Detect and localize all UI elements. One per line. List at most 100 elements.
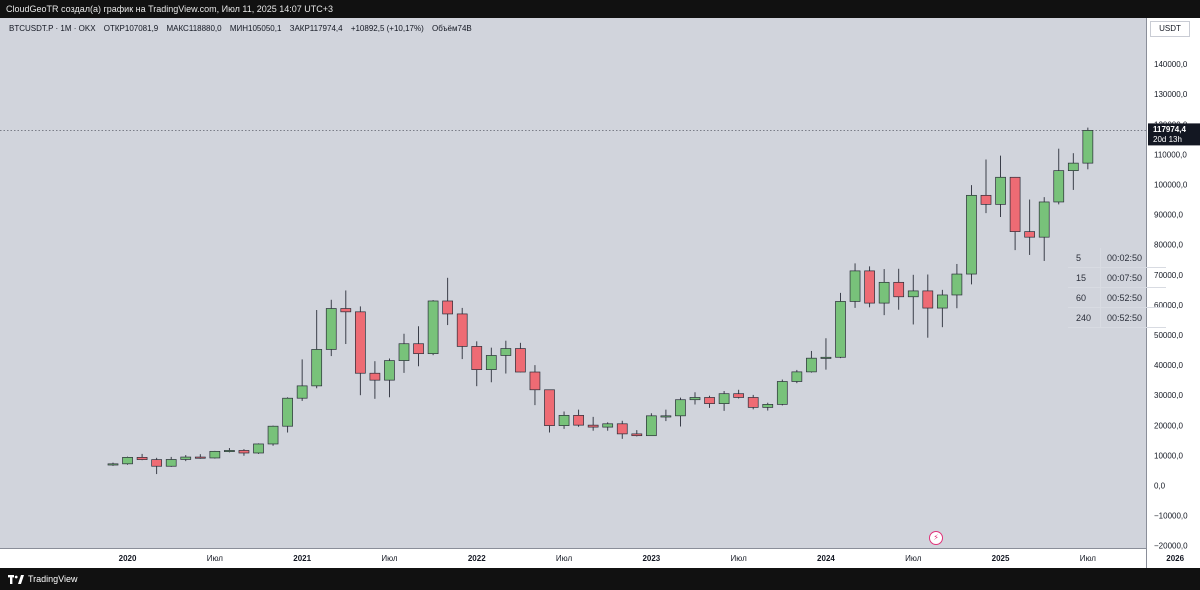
candle-up[interactable]	[936, 294, 948, 309]
candle-down[interactable]	[194, 456, 206, 459]
candle-down[interactable]	[136, 457, 148, 460]
last-price-badge[interactable]	[1148, 123, 1200, 146]
price-scale-panel[interactable]	[1146, 18, 1200, 568]
plot-area[interactable]	[0, 18, 1146, 548]
candle-up[interactable]	[122, 457, 133, 465]
candle-up[interactable]	[675, 399, 686, 417]
timer-countdown: 00:52:50	[1100, 307, 1166, 328]
timer-row: 240 00:52:50	[1068, 307, 1166, 328]
candle-up[interactable]	[209, 450, 221, 459]
time-scale-panel[interactable]	[0, 548, 1146, 568]
x-tick-label: Июл	[556, 554, 573, 563]
candle-up[interactable]	[1067, 162, 1079, 172]
candle-up[interactable]	[311, 349, 323, 387]
candle-down[interactable]	[704, 397, 715, 404]
candle-down[interactable]	[587, 424, 599, 428]
currency-button[interactable]: USDT	[1150, 21, 1190, 37]
x-tick-label: 2024	[817, 554, 835, 563]
candle-down[interactable]	[544, 389, 555, 426]
candle-up[interactable]	[296, 385, 308, 399]
candle-up[interactable]	[762, 404, 774, 408]
candle-up[interactable]	[558, 415, 570, 426]
candle-up[interactable]	[398, 343, 410, 361]
candle-up[interactable]	[878, 281, 890, 304]
tradingview-logo-icon	[8, 574, 24, 584]
candle-down[interactable]	[1024, 231, 1036, 238]
candle-down[interactable]	[573, 415, 584, 426]
candle-up[interactable]	[165, 459, 177, 467]
candle-up[interactable]	[907, 290, 919, 298]
candle-down[interactable]	[864, 270, 875, 304]
candle-up[interactable]	[660, 415, 672, 418]
candle-down[interactable]	[616, 423, 628, 435]
candle-down[interactable]	[355, 311, 366, 374]
candle-up[interactable]	[1082, 130, 1094, 164]
candle-up[interactable]	[835, 301, 846, 358]
x-tick-label: Июл	[207, 554, 224, 563]
low-value: МИН105050,1	[229, 24, 282, 33]
high-value: МАКС118880,0	[166, 24, 222, 33]
candle-up[interactable]	[1038, 201, 1050, 238]
candle-down[interactable]	[631, 433, 643, 437]
candle-down[interactable]	[1009, 176, 1021, 232]
x-tick-label: Июл	[905, 554, 922, 563]
candle-up[interactable]	[776, 381, 788, 405]
flash-icon[interactable]: ⚡	[929, 531, 943, 545]
y-tick-label: 60000,0	[1154, 301, 1183, 310]
x-tick-label: 2022	[468, 554, 486, 563]
timer-timeframe: 240	[1076, 312, 1092, 323]
x-tick-label: 2023	[642, 554, 660, 563]
candle-down[interactable]	[733, 393, 745, 398]
candle-up[interactable]	[995, 176, 1006, 205]
y-tick-label: −20000,0	[1154, 542, 1188, 551]
x-tick-label: Июл	[1080, 554, 1097, 563]
candlestick-chart[interactable]: 140000,0130000,0120000,0110000,0100000,0…	[0, 18, 1200, 568]
candle-up[interactable]	[602, 423, 614, 428]
candle-down[interactable]	[515, 348, 526, 373]
candle-up[interactable]	[689, 397, 701, 401]
candle-up[interactable]	[427, 300, 439, 355]
candle-down[interactable]	[413, 343, 424, 355]
x-tick-label: Июл	[381, 554, 398, 563]
candle-up[interactable]	[325, 308, 337, 350]
timer-countdown: 00:02:50	[1100, 247, 1166, 268]
candle-down[interactable]	[922, 290, 934, 309]
last-price-label: 117974,4	[1153, 125, 1186, 134]
y-tick-label: −10000,0	[1154, 512, 1188, 521]
x-tick-label: 2025	[992, 554, 1010, 563]
symbol-name[interactable]: BTCUSDT.P · 1M · OKX	[9, 24, 96, 33]
candle-down[interactable]	[442, 300, 453, 315]
candle-up[interactable]	[966, 194, 977, 275]
candle-down[interactable]	[369, 372, 381, 381]
candle-down[interactable]	[980, 194, 992, 205]
candle-up[interactable]	[820, 356, 832, 359]
candle-up[interactable]	[718, 393, 730, 404]
candle-down[interactable]	[893, 281, 905, 298]
candle-up[interactable]	[282, 397, 293, 427]
candle-up[interactable]	[180, 456, 192, 460]
candle-down[interactable]	[340, 308, 352, 313]
candle-up[interactable]	[849, 270, 861, 302]
symbol-legend: BTCUSDT.P · 1M · OKX ОТКР107081,9 МАКС11…	[9, 24, 478, 33]
x-tick-label: 2020	[119, 554, 137, 563]
candle-up[interactable]	[500, 348, 512, 356]
candle-up[interactable]	[384, 360, 395, 381]
candle-up[interactable]	[253, 443, 264, 454]
candle-up[interactable]	[951, 273, 963, 296]
candle-up[interactable]	[806, 357, 817, 373]
candle-down[interactable]	[471, 346, 483, 370]
candle-down[interactable]	[747, 397, 759, 408]
candle-up[interactable]	[267, 425, 279, 445]
change-value: +10892,5 (+10,17%)	[350, 24, 424, 33]
candle-up[interactable]	[107, 463, 119, 466]
candle-down[interactable]	[238, 450, 250, 454]
candle-up[interactable]	[791, 371, 803, 382]
candle-up[interactable]	[1053, 170, 1065, 203]
candle-down[interactable]	[456, 313, 468, 347]
candle-up[interactable]	[224, 450, 235, 452]
y-tick-label: 90000,0	[1154, 211, 1183, 220]
candle-down[interactable]	[151, 459, 162, 467]
candle-up[interactable]	[645, 415, 657, 437]
candle-up[interactable]	[485, 355, 497, 370]
candle-down[interactable]	[529, 371, 541, 391]
